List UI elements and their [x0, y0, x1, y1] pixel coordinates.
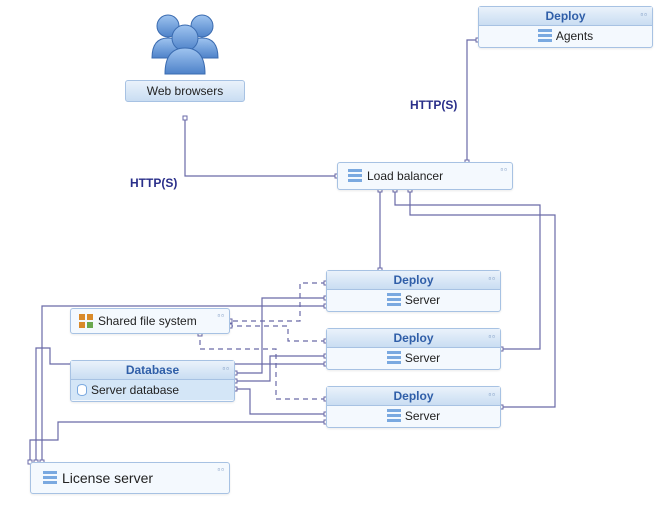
web-browsers-node: Web browsers	[115, 8, 255, 102]
http-label-2: HTTP(S)	[410, 98, 457, 112]
database-sub: Server database	[91, 383, 179, 397]
connector-layer	[0, 0, 670, 525]
deploy-server-2-title: Deploy	[393, 331, 433, 345]
shared-filesystem-node: ▫▫ Shared file system	[70, 308, 230, 334]
deploy-server-1-node: ▫▫Deploy Server	[326, 270, 501, 312]
deploy-server-3-title: Deploy	[393, 389, 433, 403]
server-icon	[387, 293, 401, 307]
http-label-1: HTTP(S)	[130, 176, 177, 190]
deploy-agents-title: Deploy	[545, 9, 585, 23]
deploy-agents-node: ▫▫Deploy Agents	[478, 6, 653, 48]
users-icon	[140, 8, 230, 78]
load-balancer-node: ▫▫ Load balancer	[337, 162, 513, 190]
server-icon	[387, 409, 401, 423]
deploy-agents-sub: Agents	[556, 29, 593, 43]
server-icon	[348, 169, 362, 183]
license-server-label: License server	[62, 470, 153, 486]
database-title: Database	[126, 363, 179, 377]
deploy-server-2-sub: Server	[405, 351, 440, 365]
shared-filesystem-label: Shared file system	[98, 314, 197, 328]
deploy-server-2-node: ▫▫Deploy Server	[326, 328, 501, 370]
server-icon	[387, 351, 401, 365]
server-icon	[538, 29, 552, 43]
license-server-node: ▫▫ License server	[30, 462, 230, 494]
server-icon	[43, 471, 57, 485]
database-node: ▫▫Database Server database	[70, 360, 235, 402]
load-balancer-label: Load balancer	[367, 169, 443, 183]
web-browsers-label: Web browsers	[125, 80, 245, 102]
deploy-server-1-sub: Server	[405, 293, 440, 307]
deploy-server-3-sub: Server	[405, 409, 440, 423]
filesystem-icon	[79, 314, 93, 328]
deploy-server-1-title: Deploy	[393, 273, 433, 287]
database-icon	[77, 384, 87, 396]
deploy-server-3-node: ▫▫Deploy Server	[326, 386, 501, 428]
